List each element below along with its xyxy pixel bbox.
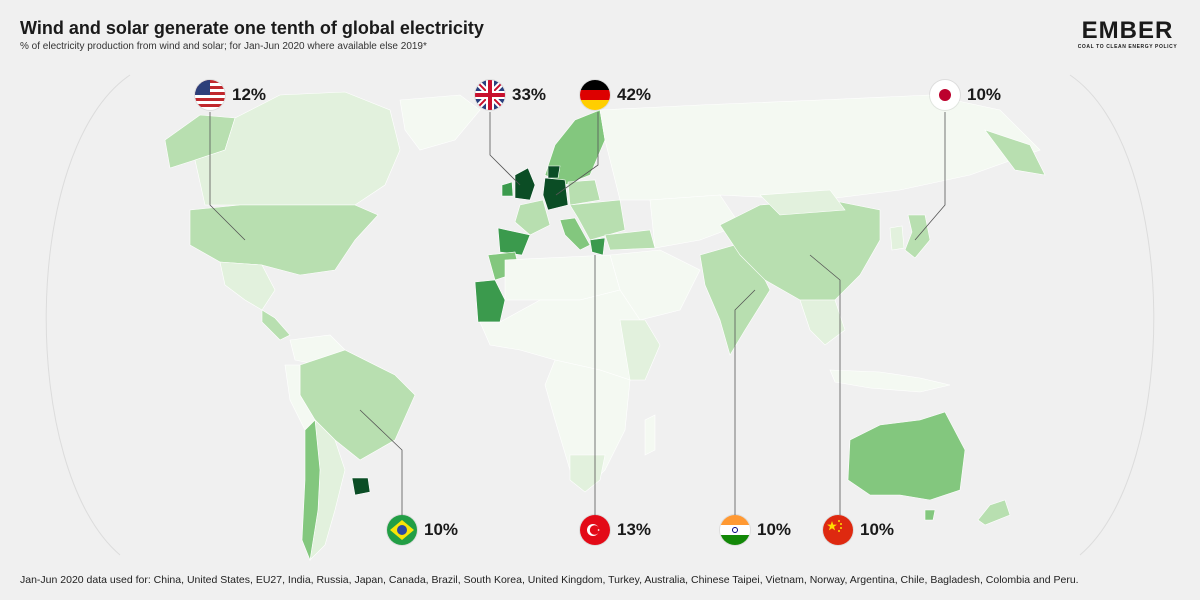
region-horn-of-africa [619, 319, 661, 381]
callout-value: 12% [232, 85, 267, 104]
region-kamchatka [984, 129, 1046, 176]
callout-value: 10% [757, 520, 792, 539]
region-germany [542, 177, 569, 211]
callout-uk: 33% [475, 80, 546, 110]
footnote: Jan-Jun 2020 data used for: China, Unite… [20, 574, 1079, 586]
brazil-flag-icon [387, 515, 417, 545]
japan-flag-icon [930, 80, 960, 110]
callout-value: 42% [617, 85, 652, 104]
leader-line-usa [209, 112, 246, 241]
leader-line-germany [555, 112, 599, 196]
region-mongolia [759, 189, 846, 216]
callout-germany: 42% [580, 80, 651, 110]
region-russia [599, 94, 1041, 201]
china-flag-icon [823, 515, 853, 545]
leader-line-brazil [359, 409, 403, 515]
leader-line-uk [489, 112, 521, 186]
region-ireland [501, 181, 514, 197]
region-indonesia [829, 369, 951, 393]
map-subtitle: % of electricity production from wind an… [20, 41, 427, 52]
region-mexico [219, 261, 276, 311]
region-spain [497, 227, 531, 256]
leader-line-japan [914, 112, 946, 241]
region-central-asia [649, 194, 741, 249]
region-greenland [399, 94, 481, 151]
callout-china: 10% [823, 515, 894, 545]
uk-flag-icon [475, 80, 505, 110]
region-usa [189, 204, 379, 276]
india-flag-icon [720, 515, 750, 545]
callout-value: 10% [860, 520, 895, 539]
region-chile [301, 419, 321, 562]
turkey-flag-icon [580, 515, 610, 545]
region-italy [559, 217, 591, 251]
region-tasmania [924, 509, 936, 521]
region-central-america [261, 309, 291, 341]
callout-value: 13% [617, 520, 652, 539]
germany-flag-icon [580, 80, 610, 110]
leader-line-india [734, 289, 756, 515]
region-west-sahara-mauritania [474, 279, 506, 323]
region-southeast-asia [799, 299, 846, 346]
region-australia [847, 411, 966, 501]
logo-tagline: COAL TO CLEAN ENERGY POLICY [1077, 44, 1178, 50]
region-uruguay [351, 477, 371, 496]
region-korea [889, 225, 905, 251]
region-new-zealand [977, 499, 1011, 526]
leader-line-china [809, 254, 841, 515]
callout-value: 10% [424, 520, 459, 539]
region-madagascar [644, 414, 656, 456]
region-north-africa [504, 254, 621, 301]
us-flag-icon [195, 80, 225, 110]
callout-usa: 12% [195, 80, 266, 110]
callout-india: 10% [720, 515, 791, 545]
region-south-africa [569, 454, 606, 493]
region-poland [567, 179, 601, 206]
region-denmark [547, 165, 561, 179]
callout-value: 10% [967, 85, 1002, 104]
callout-turkey: 13% [580, 515, 651, 545]
region-france [514, 199, 551, 236]
ember-logo: EMBER COAL TO CLEAN ENERGY POLICY [1075, 17, 1180, 51]
map-title: Wind and solar generate one tenth of glo… [20, 18, 484, 38]
logo-wordmark: EMBER [1081, 17, 1174, 44]
globe-outline [45, 74, 1155, 556]
region-uk [514, 167, 536, 201]
leader-lines [209, 112, 946, 515]
callout-japan: 10% [930, 80, 1001, 110]
callout-value: 33% [512, 85, 547, 104]
callout-brazil: 10% [387, 515, 458, 545]
region-greece [589, 237, 606, 256]
